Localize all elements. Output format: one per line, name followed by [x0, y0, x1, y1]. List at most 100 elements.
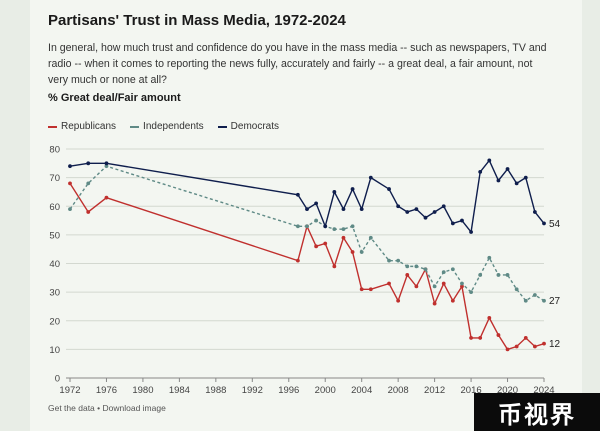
data-point-republicans [432, 301, 437, 306]
chart-title: Partisans' Trust in Mass Media, 1972-202… [48, 12, 346, 29]
data-point-republicans [350, 250, 355, 254]
data-point-democrats [523, 175, 528, 180]
data-point-democrats [350, 187, 355, 191]
data-point-republicans [523, 336, 528, 340]
data-point-independents [368, 235, 373, 240]
series-line-republicans [69, 182, 545, 351]
data-point-democrats [469, 230, 473, 234]
data-point-democrats [542, 221, 546, 226]
legend-label-democrats: Democrats [230, 121, 280, 132]
data-point-independents [532, 293, 537, 297]
y-tick-label: 50 [49, 230, 60, 241]
data-point-independents [460, 281, 464, 286]
data-point-republicans [478, 336, 483, 340]
line-chart: 0 10 20 30 40 50 60 70 80 1972 1976 1980 1984 1988 199… [49, 145, 561, 396]
data-point-independents [332, 227, 337, 232]
end-label-republicans: 12 [549, 339, 561, 350]
data-point-independents [387, 258, 391, 263]
data-point-democrats [323, 224, 328, 229]
data-point-democrats [295, 192, 300, 197]
data-point-democrats [505, 167, 510, 171]
data-point-democrats [332, 190, 337, 194]
data-point-republicans [405, 273, 410, 277]
chart-card [30, 0, 582, 431]
data-point-democrats [405, 210, 410, 214]
x-tick-label: 2008 [388, 385, 409, 395]
data-point-republicans [414, 284, 419, 289]
legend-label-republicans: Republicans [61, 121, 117, 132]
chart-subtitle: In general, how much trust and confidenc… [48, 42, 547, 86]
data-point-republicans [295, 258, 300, 263]
data-point-independents [478, 273, 483, 277]
data-point-democrats [478, 170, 483, 174]
data-point-independents [496, 273, 501, 277]
data-point-democrats [423, 215, 428, 220]
legend-item-democrats[interactable]: Democrats [217, 121, 280, 132]
download-image-link[interactable]: Download image [102, 403, 166, 413]
data-point-republicans [323, 241, 328, 246]
data-point-democrats [487, 158, 492, 163]
x-tick-label: 1984 [169, 385, 190, 395]
y-tick-label: 30 [49, 288, 60, 299]
data-point-republicans [496, 333, 501, 337]
data-point-democrats [368, 175, 373, 180]
x-tick-label: 2024 [533, 385, 554, 395]
footer: Get the data • Download image [48, 403, 166, 413]
legend-item-republicans[interactable]: Republicans [48, 121, 116, 132]
y-tick-label: 40 [49, 259, 60, 270]
data-point-democrats [387, 187, 391, 191]
data-point-republicans [332, 264, 337, 269]
data-point-democrats [86, 161, 91, 166]
data-point-independents [295, 224, 300, 229]
y-tick-label: 60 [49, 202, 60, 213]
legend-swatch-republicans [48, 125, 57, 128]
data-point-republicans [487, 315, 492, 320]
legend-swatch-democrats [217, 125, 227, 128]
x-tick-label: 1980 [132, 385, 153, 395]
data-point-independents [441, 270, 446, 274]
data-point-independents [414, 264, 419, 269]
x-tick-label: 2012 [424, 385, 445, 395]
data-point-independents [86, 181, 91, 186]
end-label-independents: 27 [549, 296, 561, 307]
data-point-republicans [460, 284, 464, 289]
data-point-independents [523, 298, 528, 303]
data-point-republicans [505, 347, 510, 352]
end-label-democrats: 54 [549, 219, 561, 230]
data-point-independents [432, 284, 437, 289]
data-point-democrats [359, 207, 364, 212]
y-tick-label: 80 [49, 145, 60, 156]
data-point-independents [542, 298, 546, 303]
data-point-independents [359, 250, 364, 254]
legend-item-independents[interactable]: Independents [130, 121, 204, 132]
data-point-independents [405, 264, 410, 269]
data-point-republicans [86, 210, 91, 214]
data-point-democrats [432, 210, 437, 214]
data-point-republicans [396, 298, 401, 303]
get-data-link[interactable]: Get the data [48, 403, 95, 413]
data-point-democrats [414, 207, 419, 212]
data-point-democrats [396, 204, 401, 209]
data-point-republicans [387, 281, 391, 286]
data-point-independents [450, 267, 455, 272]
data-point-independents [505, 273, 510, 277]
data-point-republicans [469, 336, 473, 340]
data-point-independents [396, 258, 401, 263]
measure-label: % Great deal/Fair amount [48, 92, 181, 104]
data-point-independents [350, 224, 355, 229]
y-tick-label: 10 [49, 345, 60, 356]
series-line-democrats [69, 159, 545, 234]
data-point-independents [469, 290, 473, 295]
x-tick-label: 1976 [96, 385, 117, 395]
data-point-republicans [542, 341, 546, 346]
data-point-republicans [532, 344, 537, 349]
y-tick-label: 20 [49, 316, 60, 327]
data-point-republicans [359, 287, 364, 292]
series-line-independents [69, 165, 545, 302]
x-tick-label: 1996 [278, 385, 299, 395]
x-tick-label: 2000 [315, 385, 336, 395]
x-tick-label: 1972 [59, 385, 80, 395]
data-point-republicans [441, 281, 446, 286]
data-point-independents [341, 227, 346, 232]
x-tick-label: 2004 [351, 385, 372, 395]
